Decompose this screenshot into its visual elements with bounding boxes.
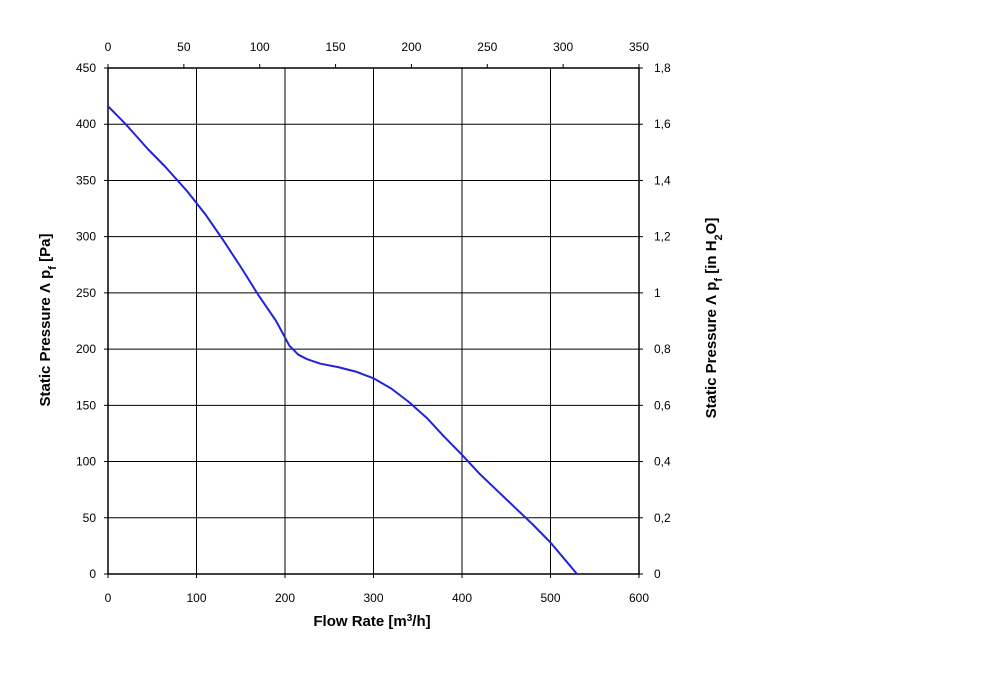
y-tick-label: 250 (76, 286, 96, 300)
y-axis-title-subscript: f (47, 266, 59, 270)
y-tick-label: 0 (89, 567, 96, 581)
x-axis-title-unit: /h] (412, 613, 430, 630)
x-axis-title: Flow Rate [m3/h] (313, 613, 430, 631)
x2-tick-label: 350 (629, 40, 649, 54)
y-tick-label: 300 (76, 230, 96, 244)
x2-tick-label: 0 (105, 40, 112, 54)
y-tick-label: 100 (76, 455, 96, 469)
y2-tick-label: 1,4 (654, 173, 671, 187)
x2-tick-label: 100 (250, 40, 270, 54)
y2-tick-label: 0,6 (654, 398, 671, 412)
y2-axis-title-unit-end: O] (703, 218, 720, 235)
x-tick-label: 100 (186, 591, 206, 605)
x-axis-title-superscript: 3 (407, 613, 413, 624)
y-tick-label: 50 (83, 511, 97, 525)
series-layer (107, 105, 578, 575)
y2-axis-title: Static Pressure Λ pf [in H2O] (703, 218, 725, 419)
grid (108, 68, 639, 574)
y2-axis-title-main: Static Pressure Λ p (703, 282, 720, 419)
y2-tick-label: 0 (654, 567, 661, 581)
y2-tick-label: 0,2 (654, 511, 671, 525)
x2-tick-label: 250 (477, 40, 497, 54)
y2-axis-title-subscript-2: 2 (713, 234, 725, 240)
y-tick-label: 150 (76, 398, 96, 412)
x-tick-label: 400 (452, 591, 472, 605)
y2-tick-label: 1,6 (654, 117, 671, 131)
x-tick-label: 300 (363, 591, 383, 605)
x2-tick-label: 200 (401, 40, 421, 54)
x-tick-label: 500 (540, 591, 560, 605)
y2-axis-title-subscript: f (713, 278, 725, 282)
x-tick-label: 200 (275, 591, 295, 605)
x2-tick-label: 300 (553, 40, 573, 54)
y-tick-label: 450 (76, 61, 96, 75)
x2-tick-label: 150 (326, 40, 346, 54)
y-axis-title-main: Static Pressure Λ p (37, 270, 54, 407)
y-axis-title-unit: [Pa] (37, 234, 54, 267)
x-tick-label: 0 (105, 591, 112, 605)
y-axis-title: Static Pressure Λ pf [Pa] (37, 234, 59, 407)
y-tick-label: 200 (76, 342, 96, 356)
x-axis-title-main: Flow Rate [m (313, 613, 406, 630)
series-line (107, 105, 578, 575)
y-tick-label: 400 (76, 117, 96, 131)
y2-tick-label: 1 (654, 286, 661, 300)
y-tick-label: 350 (76, 173, 96, 187)
y2-tick-label: 0,4 (654, 455, 671, 469)
x-tick-label: 600 (629, 591, 649, 605)
y2-tick-label: 1,8 (654, 61, 671, 75)
x2-tick-label: 50 (177, 40, 191, 54)
y2-axis-title-unit: [in H (703, 240, 720, 278)
y2-tick-label: 1,2 (654, 230, 671, 244)
y2-tick-label: 0,8 (654, 342, 671, 356)
